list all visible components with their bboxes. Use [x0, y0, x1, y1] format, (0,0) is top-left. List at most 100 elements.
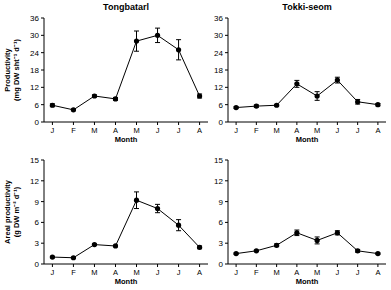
x-tick	[199, 264, 200, 267]
y-tick	[225, 70, 228, 71]
y-tick	[41, 104, 44, 105]
y-tick	[225, 122, 228, 123]
error-cap	[315, 243, 320, 244]
y-tick-label: 0	[35, 118, 40, 127]
y-tick-label: 12	[30, 83, 39, 92]
x-tick	[52, 122, 53, 125]
y-tick	[41, 160, 44, 161]
y-axis-label: (mg DW sht⁻¹ d⁻¹)	[12, 39, 21, 101]
error-bar	[176, 40, 181, 60]
x-tick-label: M	[273, 268, 279, 277]
data-point	[294, 81, 299, 86]
y-tick	[41, 52, 44, 53]
y-tick	[41, 35, 44, 36]
data-point	[375, 251, 380, 256]
error-cap	[134, 208, 139, 209]
x-tick-label: J	[356, 268, 360, 277]
error-bar	[335, 231, 340, 235]
x-tick-label: J	[336, 126, 340, 135]
data-point	[92, 242, 97, 247]
error-cap	[176, 219, 181, 220]
data-point	[197, 93, 202, 98]
y-tick-label: 3	[219, 239, 224, 248]
y-tick-label: 15	[214, 156, 223, 165]
data-line	[52, 35, 199, 110]
plot-area	[50, 192, 202, 260]
y-tick	[41, 201, 44, 202]
data-point	[176, 47, 181, 52]
data-point	[335, 230, 340, 235]
error-cap	[315, 91, 320, 92]
figure: 061218243036JFMAMJJAMonthTongbatarlProdu…	[0, 0, 391, 290]
y-tick-label: 12	[214, 83, 223, 92]
data-point	[294, 230, 299, 235]
data-line	[52, 200, 199, 258]
error-cap	[134, 191, 139, 192]
y-tick-label: 6	[35, 101, 40, 110]
x-tick	[136, 264, 137, 267]
x-tick-label: M	[314, 126, 320, 135]
x-tick	[94, 264, 95, 267]
y-tick-label: 36	[214, 14, 223, 23]
x-tick-label: M	[314, 268, 320, 277]
chart-title: Tongbatarl	[103, 2, 149, 12]
x-axis	[44, 264, 208, 265]
error-bar	[155, 28, 160, 42]
data-line	[236, 233, 378, 254]
x-tick	[115, 264, 116, 267]
panel: 03691215JFMAMJJAMonth	[214, 156, 386, 286]
x-tick-label: J	[234, 126, 238, 135]
y-tick-label: 6	[219, 101, 224, 110]
data-point	[176, 223, 181, 228]
error-cap	[294, 80, 299, 81]
y-axis	[228, 160, 229, 264]
x-tick-label: J	[156, 268, 160, 277]
y-tick-label: 12	[214, 177, 223, 186]
y-axis-label: (g DW m⁻² d⁻¹)	[12, 186, 21, 237]
y-tick	[41, 70, 44, 71]
y-tick	[225, 222, 228, 223]
data-point	[134, 39, 139, 44]
x-tick	[236, 264, 237, 267]
x-tick-label: J	[51, 268, 55, 277]
y-tick-label: 24	[214, 49, 223, 58]
data-point	[71, 107, 76, 112]
error-bar	[335, 77, 340, 83]
y-tick	[225, 243, 228, 244]
panel: 061218243036JFMAMJJAMonthTokki-seom	[214, 2, 386, 144]
x-tick-label: J	[356, 126, 360, 135]
y-tick-label: 36	[30, 14, 39, 23]
x-axis-label: Month	[115, 277, 138, 286]
y-tick	[41, 243, 44, 244]
error-bar	[197, 94, 202, 98]
x-axis	[228, 264, 386, 265]
y-tick-label: 0	[35, 260, 40, 269]
x-tick	[73, 122, 74, 125]
x-tick	[317, 264, 318, 267]
x-tick-label: J	[177, 126, 181, 135]
error-cap	[176, 39, 181, 40]
error-bar	[176, 220, 181, 231]
y-tick	[225, 52, 228, 53]
error-cap	[155, 28, 160, 29]
x-axis-label: Month	[296, 277, 319, 286]
error-bar	[155, 204, 160, 212]
y-tick	[225, 201, 228, 202]
data-point	[274, 243, 279, 248]
x-tick	[377, 264, 378, 267]
x-tick-label: J	[156, 126, 160, 135]
error-cap	[315, 236, 320, 237]
x-tick-label: M	[91, 268, 97, 277]
data-point	[234, 251, 239, 256]
x-tick	[136, 122, 137, 125]
error-cap	[176, 230, 181, 231]
x-tick-label: M	[133, 268, 139, 277]
y-tick-label: 0	[219, 118, 224, 127]
x-tick	[296, 264, 297, 267]
x-tick	[236, 122, 237, 125]
x-tick	[357, 122, 358, 125]
chart-title: Tokki-seom	[282, 2, 331, 12]
x-tick	[357, 264, 358, 267]
plot-area	[234, 77, 381, 110]
y-tick-label: 6	[35, 218, 40, 227]
